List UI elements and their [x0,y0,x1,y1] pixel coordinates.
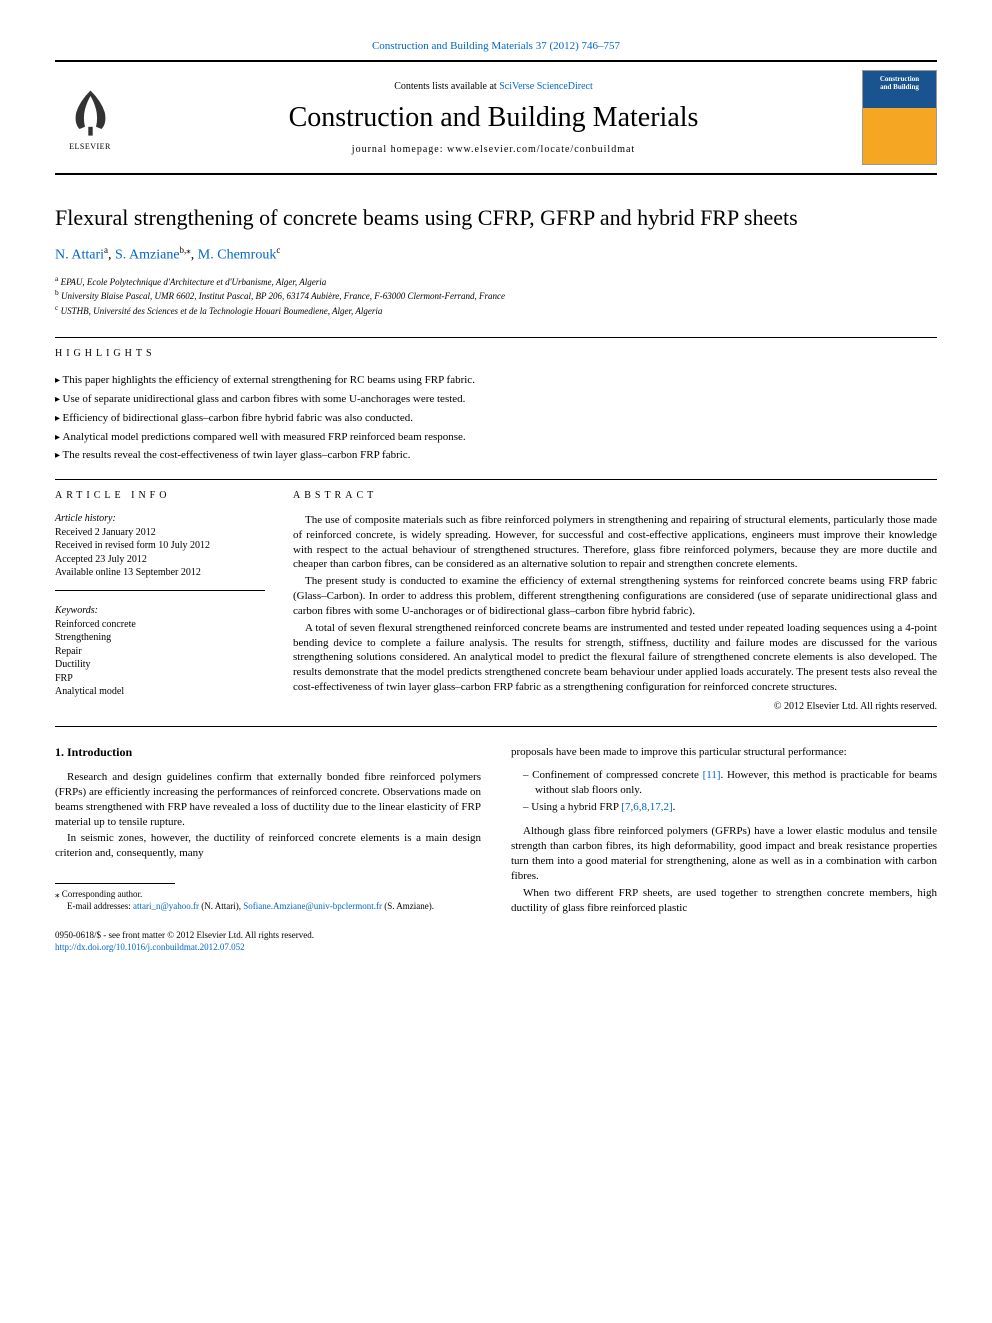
affiliation-b-text: University Blaise Pascal, UMR 6602, Inst… [61,291,505,301]
sciencedirect-link[interactable]: SciVerse ScienceDirect [499,81,593,92]
history-item: Received in revised form 10 July 2012 [55,539,265,553]
article-title: Flexural strengthening of concrete beams… [55,205,937,231]
ref-link[interactable]: [7,6,8,17,2] [621,801,672,813]
cover-line-1: Construction [867,75,932,83]
keywords-label: Keywords: [55,605,265,616]
highlight-item: The results reveal the cost-effectivenes… [55,446,937,465]
journal-cover-thumb: Construction and Building MATERIALS [862,70,937,165]
mini-divider [55,590,265,591]
keyword-item: Ductility [55,658,265,672]
affiliation-b: b University Blaise Pascal, UMR 6602, In… [55,288,937,303]
email-line: E-mail addresses: attari_n@yahoo.fr (N. … [55,900,481,912]
body-left-col: 1. Introduction Research and design guid… [55,745,481,954]
affiliation-a-text: EPAU, Ecole Polytechnique d'Architecture… [61,277,327,287]
abstract-copyright: © 2012 Elsevier Ltd. All rights reserved… [293,701,937,712]
history-label: Article history: [55,513,265,524]
list-post: . [673,801,676,813]
homepage-label: journal homepage: [352,144,447,155]
corresponding-footer: ⁎ Corresponding author. E-mail addresses… [55,883,481,912]
keyword-item: Repair [55,645,265,659]
author-sup-1: a [104,245,108,255]
keyword-item: Analytical model [55,685,265,699]
article-info-heading: article info [55,490,265,501]
authors-line: N. Attaria, S. Amzianeb,⁎, M. Chemroukc [55,245,937,264]
elsevier-tree-icon [63,85,118,140]
highlight-item: Analytical model predictions compared we… [55,428,937,447]
body-para: proposals have been made to improve this… [511,745,937,760]
body-para: When two different FRP sheets, are used … [511,886,937,916]
journal-citation-line: Construction and Building Materials 37 (… [55,40,937,52]
history-item: Received 2 January 2012 [55,526,265,540]
body-para: In seismic zones, however, the ductility… [55,831,481,861]
list-pre: – Using a hybrid FRP [523,801,621,813]
author-link-3[interactable]: M. Chemrouk [198,248,277,263]
highlight-item: Efficiency of bidirectional glass–carbon… [55,409,937,428]
abstract-para: The use of composite materials such as f… [293,513,937,572]
affiliations: a EPAU, Ecole Polytechnique d'Architectu… [55,274,937,318]
affiliation-a: a EPAU, Ecole Polytechnique d'Architectu… [55,274,937,289]
contents-line: Contents lists available at SciVerse Sci… [125,81,862,92]
journal-name: Construction and Building Materials [125,102,862,134]
cover-line-3: MATERIALS [867,93,932,101]
email-who-2: (S. Amziane). [382,901,434,911]
corr-author-label: ⁎ Corresponding author. [55,888,481,900]
keyword-item: FRP [55,672,265,686]
highlight-item: This paper highlights the efficiency of … [55,371,937,390]
homepage-url: www.elsevier.com/locate/conbuildmat [447,144,635,155]
email-link-2[interactable]: Sofiane.Amziane@univ-bpclermont.fr [243,901,382,911]
highlights-heading: highlights [55,348,937,359]
cover-line-2: and Building [867,83,932,91]
journal-banner: ELSEVIER Contents lists available at Sci… [55,60,937,175]
email-link-1[interactable]: attari_n@yahoo.fr [133,901,199,911]
divider [55,337,937,338]
banner-center: Contents lists available at SciVerse Sci… [125,81,862,155]
highlight-item: Use of separate unidirectional glass and… [55,390,937,409]
contents-text: Contents lists available at [394,81,499,92]
bottom-bar: 0950-0618/$ - see front matter © 2012 El… [55,930,481,953]
affiliation-c-text: USTHB, Université des Sciences et de la … [61,306,383,316]
email-label: E-mail addresses: [67,901,133,911]
keyword-item: Reinforced concrete [55,618,265,632]
elsevier-text: ELSEVIER [69,142,111,151]
homepage-line: journal homepage: www.elsevier.com/locat… [125,144,862,155]
body-right-col: proposals have been made to improve this… [511,745,937,954]
keyword-item: Strengthening [55,631,265,645]
body-columns: 1. Introduction Research and design guid… [55,745,937,954]
front-matter-line: 0950-0618/$ - see front matter © 2012 El… [55,930,481,942]
info-abstract-row: article info Article history: Received 2… [55,490,937,712]
divider [55,726,937,727]
doi-link[interactable]: http://dx.doi.org/10.1016/j.conbuildmat.… [55,942,245,952]
body-list: – Confinement of compressed concrete [11… [511,768,937,815]
body-para: Although glass fibre reinforced polymers… [511,824,937,883]
journal-citation-link[interactable]: Construction and Building Materials 37 (… [372,40,620,52]
affiliation-c: c USTHB, Université des Sciences et de l… [55,303,937,318]
abstract-para: A total of seven flexural strengthened r… [293,621,937,695]
email-who-1: (N. Attari), [199,901,243,911]
abstract-col: abstract The use of composite materials … [293,490,937,712]
ref-link[interactable]: [11] [703,769,721,781]
footer-divider [55,883,175,884]
author-corr-mark: ⁎ [186,245,191,255]
article-info-col: article info Article history: Received 2… [55,490,265,712]
body-list-item: – Confinement of compressed concrete [11… [511,768,937,798]
intro-heading: 1. Introduction [55,745,481,760]
author-link-2[interactable]: S. Amziane [115,248,180,263]
body-para: Research and design guidelines confirm t… [55,770,481,829]
abstract-para: The present study is conducted to examin… [293,574,937,619]
abstract-heading: abstract [293,490,937,501]
author-sup-3: c [276,245,280,255]
history-item: Accepted 23 July 2012 [55,553,265,567]
highlights-list: This paper highlights the efficiency of … [55,371,937,464]
elsevier-logo: ELSEVIER [55,80,125,155]
divider [55,479,937,480]
list-pre: – Confinement of compressed concrete [523,769,703,781]
author-link-1[interactable]: N. Attari [55,248,104,263]
history-item: Available online 13 September 2012 [55,566,265,580]
body-list-item: – Using a hybrid FRP [7,6,8,17,2]. [511,800,937,815]
